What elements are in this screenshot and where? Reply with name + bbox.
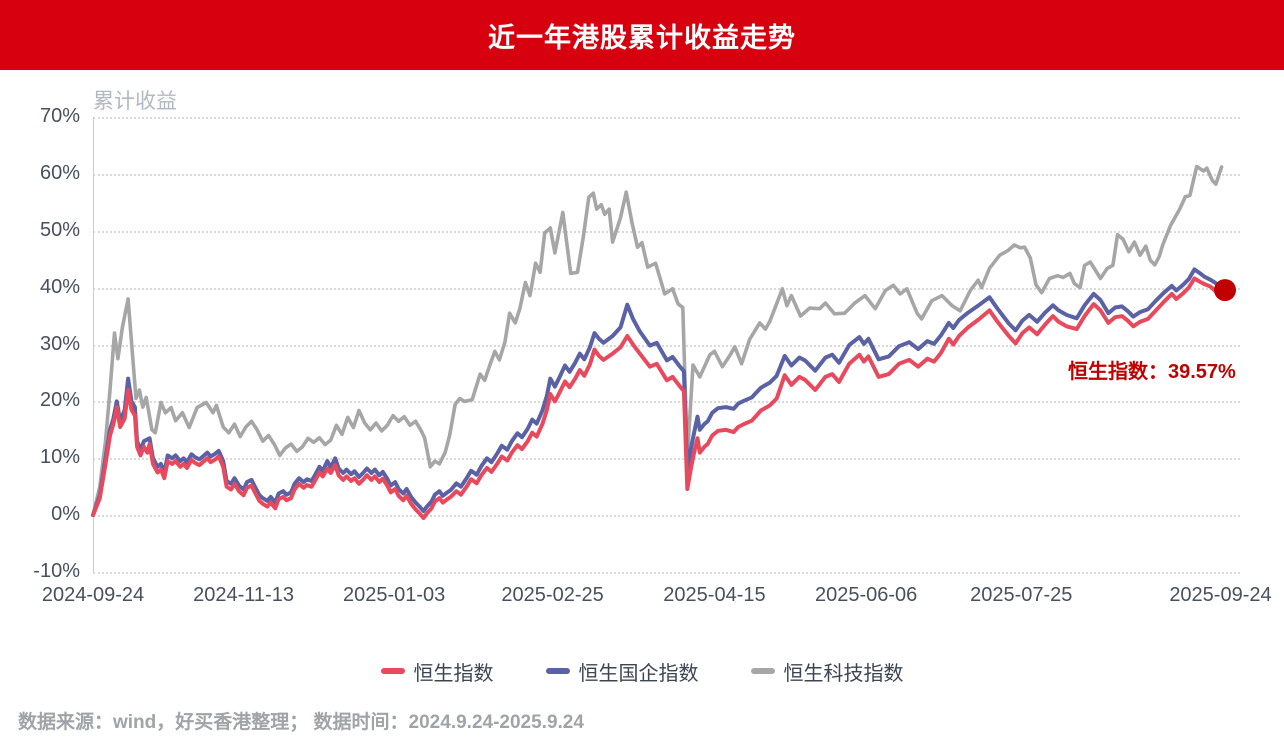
series-line-恒生指数 bbox=[91, 276, 1227, 520]
chart-area: 累计收益 70% 60% 50% 40% 30% 20% 10% 0% -10% 2024-09… bbox=[0, 70, 1284, 640]
gridline--10 bbox=[93, 572, 1240, 574]
series-line-恒生国企指数 bbox=[91, 267, 1227, 518]
y-axis-line bbox=[93, 117, 94, 572]
end-point-marker bbox=[1214, 279, 1236, 302]
gridline-0 bbox=[93, 515, 1240, 518]
legend-marker-icon bbox=[545, 668, 570, 674]
x-tick-label-2025-01-03: 2025-01-03 bbox=[342, 584, 446, 606]
gridline-40 bbox=[93, 287, 1240, 290]
legend: 恒生指数 恒生国企指数 恒生科技指数 bbox=[0, 656, 1284, 686]
gridline-50 bbox=[93, 230, 1240, 233]
gridline-10 bbox=[93, 458, 1240, 461]
x-tick-label-2025-09-24: 2025-09-24 bbox=[1169, 584, 1272, 606]
y-tick-label-20: 20% bbox=[39, 389, 80, 412]
gridline-20 bbox=[93, 401, 1240, 404]
y-tick-label-40: 40% bbox=[39, 275, 80, 298]
title-bar: 近一年港股累计收益走势 bbox=[0, 0, 1284, 70]
y-tick-label-70: 70% bbox=[39, 105, 80, 127]
legend-marker-icon bbox=[750, 668, 775, 674]
y-tick-label-60: 60% bbox=[39, 161, 80, 184]
legend-marker-icon bbox=[380, 668, 405, 674]
x-tick-label-2025-02-25: 2025-02-25 bbox=[501, 584, 604, 606]
x-tick-label-2025-07-25: 2025-07-25 bbox=[970, 584, 1073, 606]
line-plot bbox=[91, 164, 1236, 520]
y-tick-label--10: -10% bbox=[33, 560, 80, 582]
legend-item-恒生指数: 恒生指数 bbox=[380, 657, 494, 686]
legend-item-恒生科技指数: 恒生科技指数 bbox=[750, 657, 904, 686]
page-title: 近一年港股累计收益走势 bbox=[488, 22, 796, 53]
legend-label: 恒生指数 bbox=[413, 662, 494, 685]
hsi-value-annotation: 恒生指数：39.57% bbox=[1068, 361, 1236, 383]
series-line-恒生科技指数 bbox=[91, 164, 1224, 517]
legend-item-恒生国企指数: 恒生国企指数 bbox=[545, 657, 699, 686]
x-tick-label-2024-11-13: 2024-11-13 bbox=[193, 584, 294, 606]
gridline-30 bbox=[93, 344, 1240, 347]
y-tick-label-0: 0% bbox=[51, 503, 80, 526]
y-tick-label-10: 10% bbox=[39, 446, 80, 469]
legend-label: 恒生科技指数 bbox=[783, 662, 904, 685]
x-tick-label-2024-09-24: 2024-09-24 bbox=[41, 584, 145, 606]
y-tick-label-50: 50% bbox=[39, 218, 80, 241]
y-axis-title: 累计收益 bbox=[93, 90, 177, 113]
source-caption: 数据来源：wind，好买香港整理； 数据时间：2024.9.24-2025.9.… bbox=[18, 712, 584, 733]
gridline-70 bbox=[93, 117, 1240, 119]
y-tick-label-30: 30% bbox=[39, 332, 80, 355]
x-tick-label-2025-04-15: 2025-04-15 bbox=[663, 584, 766, 606]
legend-label: 恒生国企指数 bbox=[578, 662, 699, 685]
x-tick-label-2025-06-06: 2025-06-06 bbox=[814, 584, 918, 606]
gridline-60 bbox=[93, 173, 1240, 176]
